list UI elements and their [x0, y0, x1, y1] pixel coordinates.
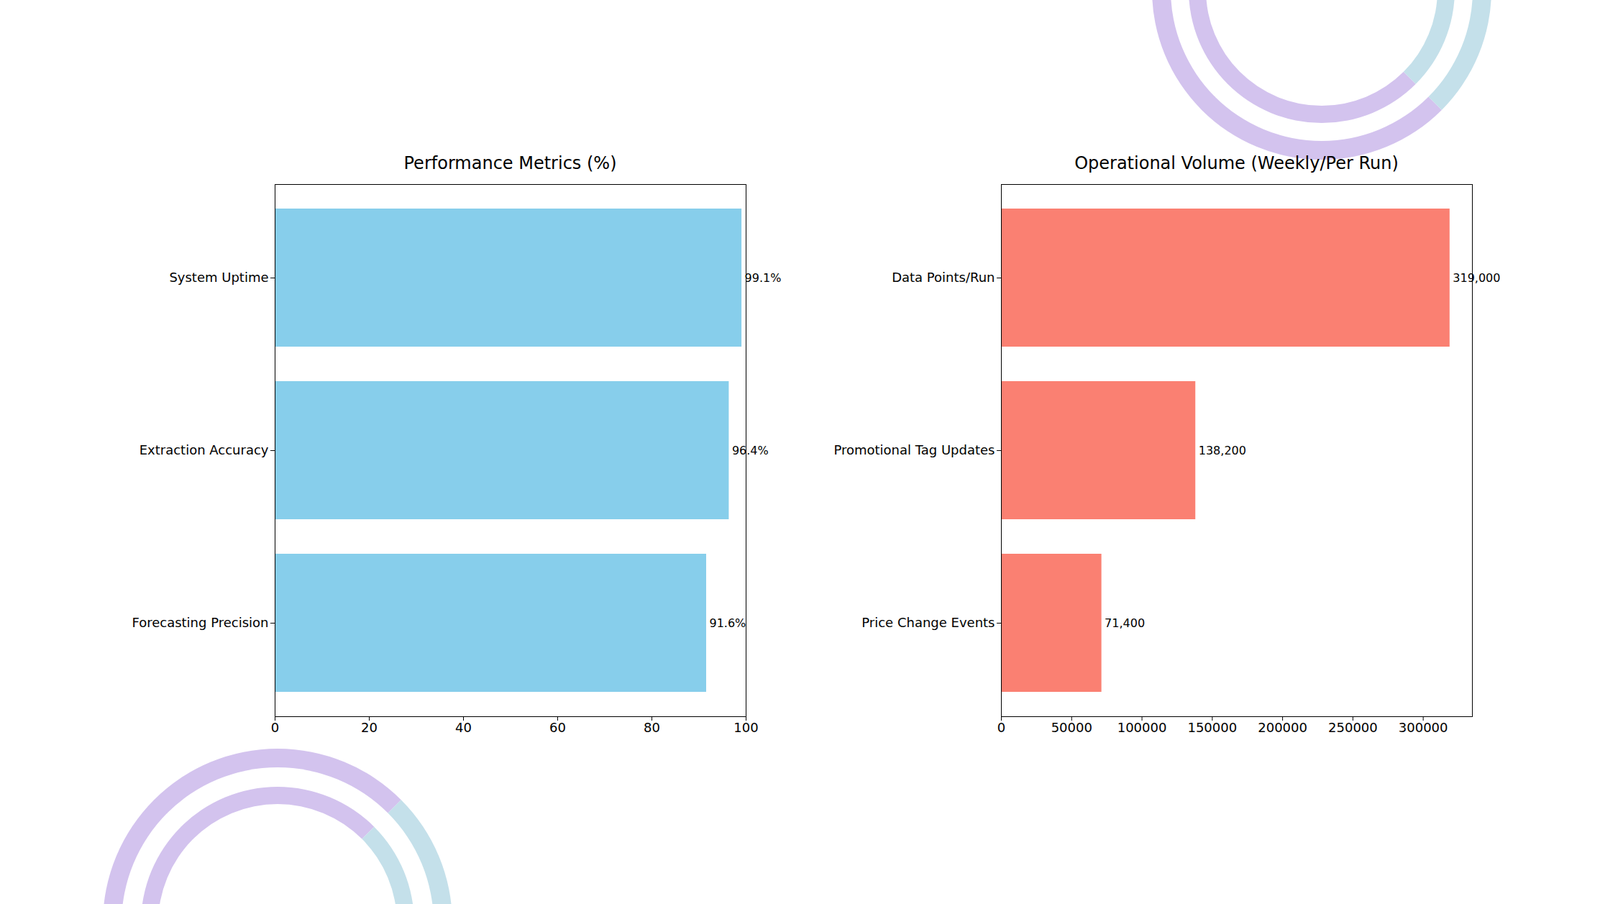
svg-text:40: 40	[455, 719, 472, 735]
svg-text:Price Change Events: Price Change Events	[861, 614, 995, 630]
svg-text:200000: 200000	[1257, 719, 1308, 735]
svg-text:50000: 50000	[1051, 719, 1093, 735]
svg-text:100: 100	[733, 719, 758, 735]
svg-text:100000: 100000	[1117, 719, 1168, 735]
svg-text:150000: 150000	[1187, 719, 1237, 735]
html-text:Operational Volume (Weekly/Per: Operational Volume (Weekly/Per Run)	[1074, 153, 1399, 174]
svg-text:Forecasting Precision: Forecasting Precision	[131, 614, 269, 630]
svg-text:60: 60	[549, 719, 566, 735]
svg-text:250000: 250000	[1328, 719, 1378, 735]
svg-text:Extraction Accuracy: Extraction Accuracy	[139, 442, 269, 458]
svg-text:99.1%: 99.1%	[744, 271, 782, 285]
html-text:Performance Metrics (%): Performance Metrics (%)	[403, 153, 617, 174]
svg-text:71,400: 71,400	[1104, 616, 1145, 630]
svg-text:20: 20	[360, 719, 378, 735]
svg-text:0: 0	[271, 719, 280, 735]
svg-text:0: 0	[997, 719, 1006, 735]
svg-text:96.4%: 96.4%	[732, 443, 769, 458]
svg-text:System Uptime: System Uptime	[168, 269, 269, 285]
svg-text:Promotional Tag Updates: Promotional Tag Updates	[833, 442, 995, 458]
svg-text:80: 80	[643, 719, 661, 735]
svg-text:319,000: 319,000	[1452, 271, 1501, 285]
svg-text:300000: 300000	[1398, 719, 1449, 735]
svg-text:138,200: 138,200	[1198, 443, 1247, 458]
svg-text:Data Points/Run: Data Points/Run	[891, 269, 995, 285]
svg-text:91.6%: 91.6%	[709, 616, 746, 630]
